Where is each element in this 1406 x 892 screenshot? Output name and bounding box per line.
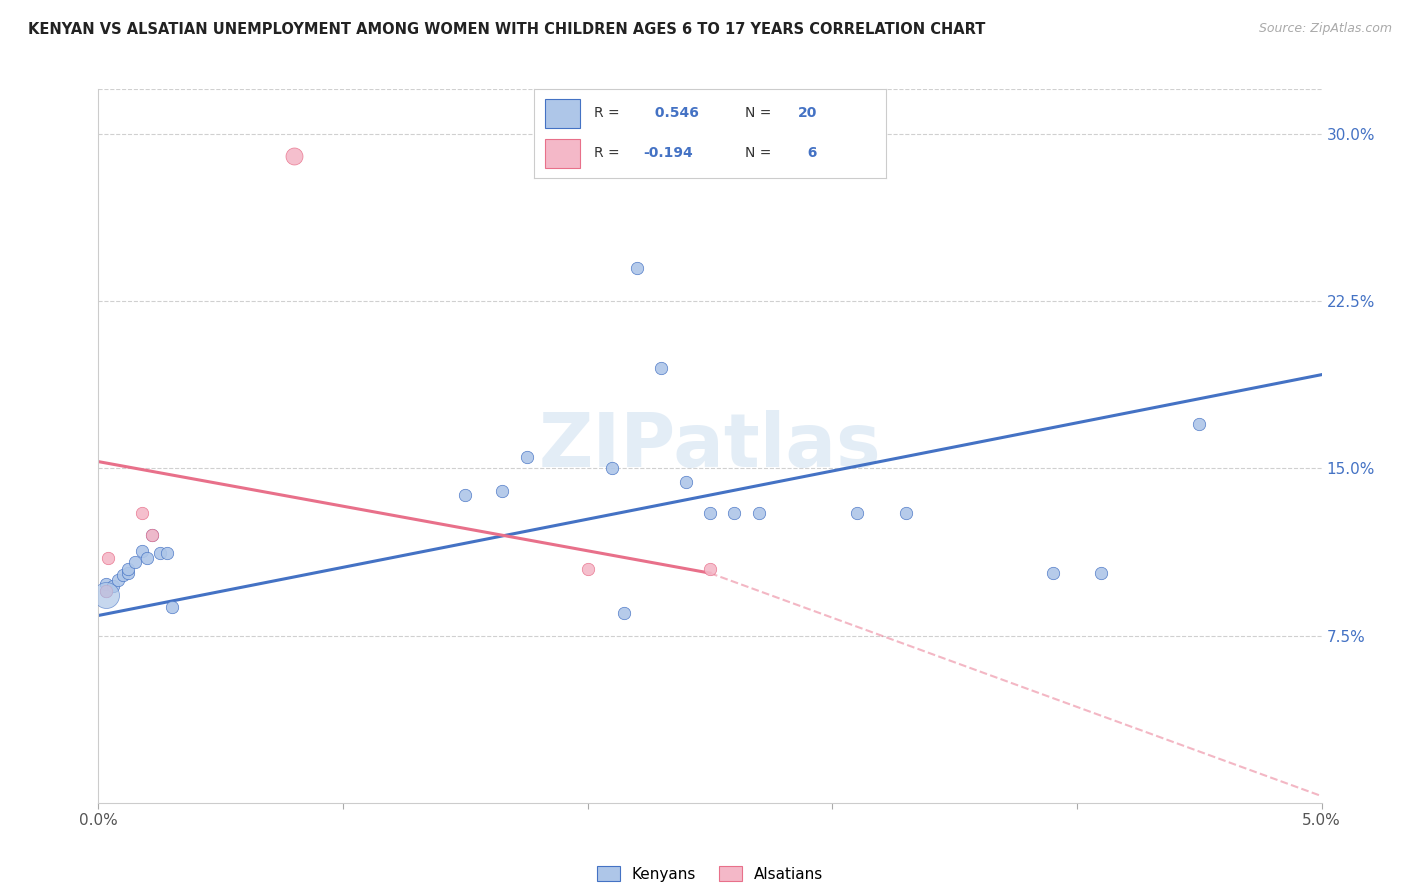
Point — [97, 550, 120, 565]
Point — [1090, 566, 1112, 581]
Text: N =: N = — [745, 146, 772, 161]
Point — [699, 562, 721, 576]
Point — [107, 573, 129, 587]
Point — [491, 483, 513, 498]
Point — [626, 260, 648, 275]
Bar — [544, 139, 579, 168]
Point — [94, 577, 117, 591]
Text: R =: R = — [593, 106, 620, 120]
Point — [131, 543, 153, 558]
Point — [94, 583, 117, 598]
Text: KENYAN VS ALSATIAN UNEMPLOYMENT AMONG WOMEN WITH CHILDREN AGES 6 TO 17 YEARS COR: KENYAN VS ALSATIAN UNEMPLOYMENT AMONG WO… — [28, 22, 986, 37]
Point — [117, 566, 139, 581]
Text: 6: 6 — [799, 146, 817, 161]
Point — [516, 450, 538, 465]
Point — [748, 506, 770, 520]
Point — [283, 149, 305, 163]
Point — [141, 528, 163, 542]
Point — [117, 562, 139, 576]
Point — [101, 580, 124, 594]
Point — [149, 546, 172, 560]
Text: -0.194: -0.194 — [644, 146, 693, 161]
Text: R =: R = — [593, 146, 620, 161]
Point — [576, 562, 599, 576]
Text: N =: N = — [745, 106, 772, 120]
Point — [454, 488, 477, 502]
Point — [650, 360, 672, 375]
Point — [600, 461, 623, 475]
Point — [699, 506, 721, 520]
Text: 20: 20 — [799, 106, 817, 120]
Point — [94, 583, 117, 598]
Point — [723, 506, 745, 520]
Point — [94, 589, 117, 603]
Point — [675, 475, 697, 489]
Point — [1042, 566, 1064, 581]
Point — [111, 568, 134, 582]
Point — [845, 506, 868, 520]
Legend: Kenyans, Alsatians: Kenyans, Alsatians — [591, 860, 830, 888]
Point — [894, 506, 917, 520]
Bar — [544, 99, 579, 128]
Point — [124, 555, 146, 569]
Point — [160, 599, 183, 614]
Point — [613, 607, 636, 621]
Text: ZIPatlas: ZIPatlas — [538, 409, 882, 483]
Point — [131, 506, 153, 520]
Point — [141, 528, 163, 542]
Text: Source: ZipAtlas.com: Source: ZipAtlas.com — [1258, 22, 1392, 36]
Point — [156, 546, 179, 560]
Point — [1188, 417, 1211, 431]
Point — [136, 550, 159, 565]
Text: 0.546: 0.546 — [650, 106, 699, 120]
